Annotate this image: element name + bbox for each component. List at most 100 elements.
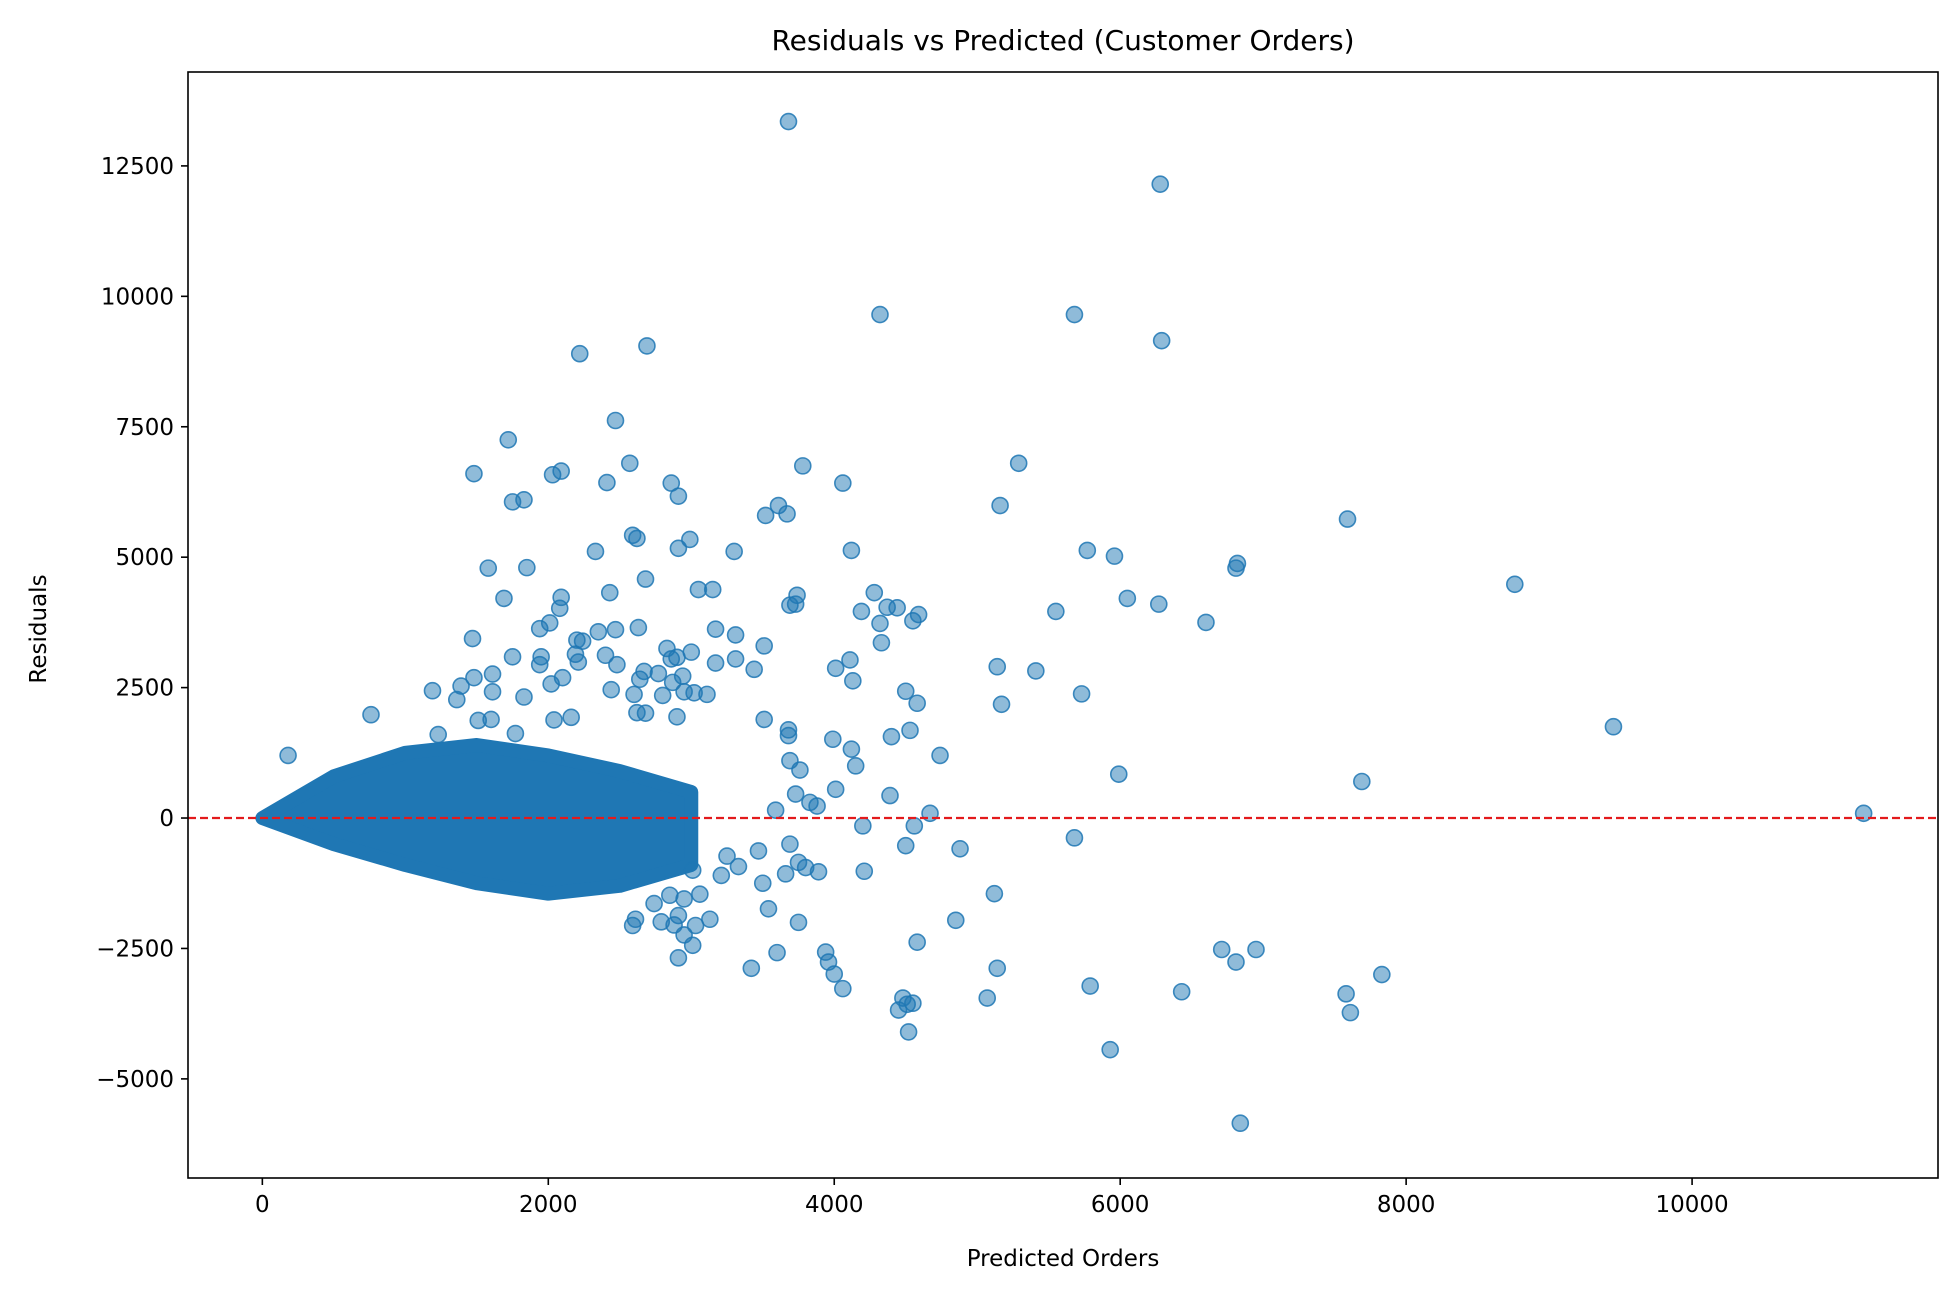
scatter-point (755, 710, 773, 729)
scatter-point (675, 682, 693, 701)
scatter-point (562, 708, 580, 727)
y-tick-label: 7500 (115, 415, 174, 441)
scatter-point (483, 665, 502, 683)
scatter-point (662, 650, 681, 668)
scatter-point (606, 620, 625, 639)
scatter-point (789, 913, 808, 932)
scatter-point (793, 457, 812, 475)
plot-frame (187, 71, 1939, 1179)
scatter-point (842, 740, 861, 758)
scatter-point (701, 910, 719, 929)
scatter-point (703, 580, 722, 599)
scatter-point (1065, 829, 1084, 847)
plot-marks (255, 112, 1873, 1133)
scatter-point (888, 598, 906, 617)
scatter-point (1337, 985, 1355, 1003)
y-tick-label: 2500 (115, 676, 174, 702)
scatter-point (683, 936, 702, 955)
scatter-point (834, 979, 852, 998)
scatter-point (904, 612, 922, 630)
scatter-point (712, 866, 731, 885)
scatter-point (608, 655, 626, 674)
scatter-point (842, 541, 861, 560)
scatter-point (628, 529, 646, 548)
scatter-point (645, 894, 663, 913)
scatter-point (1338, 510, 1357, 528)
scatter-point (779, 726, 798, 745)
scatter-point (855, 862, 874, 881)
scatter-point (669, 949, 688, 967)
scatter-point (681, 530, 699, 549)
scatter-point (786, 785, 805, 803)
scatter-point (636, 704, 655, 722)
scatter-point (776, 865, 795, 883)
y-tick-label: −2500 (96, 936, 174, 962)
scatter-point (1341, 1003, 1360, 1022)
scatter-point (992, 695, 1011, 714)
scatter-point (1604, 717, 1623, 736)
scatter-point (978, 989, 997, 1007)
scatter-point (669, 539, 688, 558)
scatter-point (479, 559, 498, 577)
scatter-point (620, 454, 639, 473)
scatter-point (598, 473, 616, 492)
scatter-point (786, 595, 805, 613)
scatter-point (931, 746, 949, 765)
scatter-point (841, 651, 859, 669)
scatter-point (755, 637, 773, 655)
scatter-point (586, 542, 605, 561)
scatter-point (908, 933, 926, 951)
scatter-point (465, 464, 483, 483)
scatter-point (503, 493, 522, 511)
scatter-point (951, 840, 969, 858)
scatter-point (766, 801, 785, 820)
scatter-point (1172, 982, 1191, 1001)
scatter-point (602, 680, 621, 699)
scatter-point (1078, 541, 1097, 560)
scatter-point (506, 724, 525, 743)
scatter-point (518, 558, 536, 577)
scatter-point (852, 602, 871, 621)
scatter-point (1212, 940, 1231, 959)
scatter-point (725, 542, 743, 561)
scatter-point (636, 570, 655, 588)
scatter-point (1227, 559, 1245, 577)
scatter-point (706, 620, 725, 638)
scatter-point (1151, 175, 1170, 193)
scatter-point (653, 686, 672, 705)
scatter-point (495, 589, 513, 608)
scatter-point (844, 672, 862, 690)
scatter-point (469, 711, 488, 730)
scatter-point (625, 685, 643, 704)
scatter-point (796, 858, 815, 877)
scatter-point (768, 943, 786, 962)
scatter-point (669, 906, 688, 925)
scatter-point (663, 673, 682, 692)
scatter-point (543, 465, 562, 484)
scatter-point (1081, 977, 1099, 995)
scatter-point (742, 959, 761, 978)
x-tick-label: 2000 (519, 1192, 578, 1218)
scatter-point (988, 959, 1007, 978)
scatter-point (779, 112, 798, 131)
scatter-point (515, 688, 533, 706)
scatter-point (483, 682, 502, 701)
scatter-point (429, 725, 448, 744)
x-axis: 0 2000 4000 6000 8000 10000 (255, 1178, 1729, 1218)
scatter-point (1247, 940, 1265, 959)
y-axis: −5000 −2500 0 2500 5000 7500 10000 12500 (96, 154, 188, 1093)
scatter-point (846, 757, 865, 775)
scatter-point (542, 675, 560, 693)
scatter-point (530, 655, 549, 674)
scatter-point (808, 797, 826, 815)
scatter-point (1065, 305, 1084, 324)
scatter-point (569, 653, 588, 671)
scatter-point (718, 847, 736, 865)
scatter-point (550, 599, 569, 618)
scatter-point (826, 780, 845, 799)
scatter-point (791, 761, 809, 779)
scatter-point (530, 619, 549, 638)
x-axis-label: Predicted Orders (967, 1246, 1160, 1272)
x-tick-label: 10000 (1655, 1192, 1728, 1218)
scatter-point (463, 629, 482, 648)
